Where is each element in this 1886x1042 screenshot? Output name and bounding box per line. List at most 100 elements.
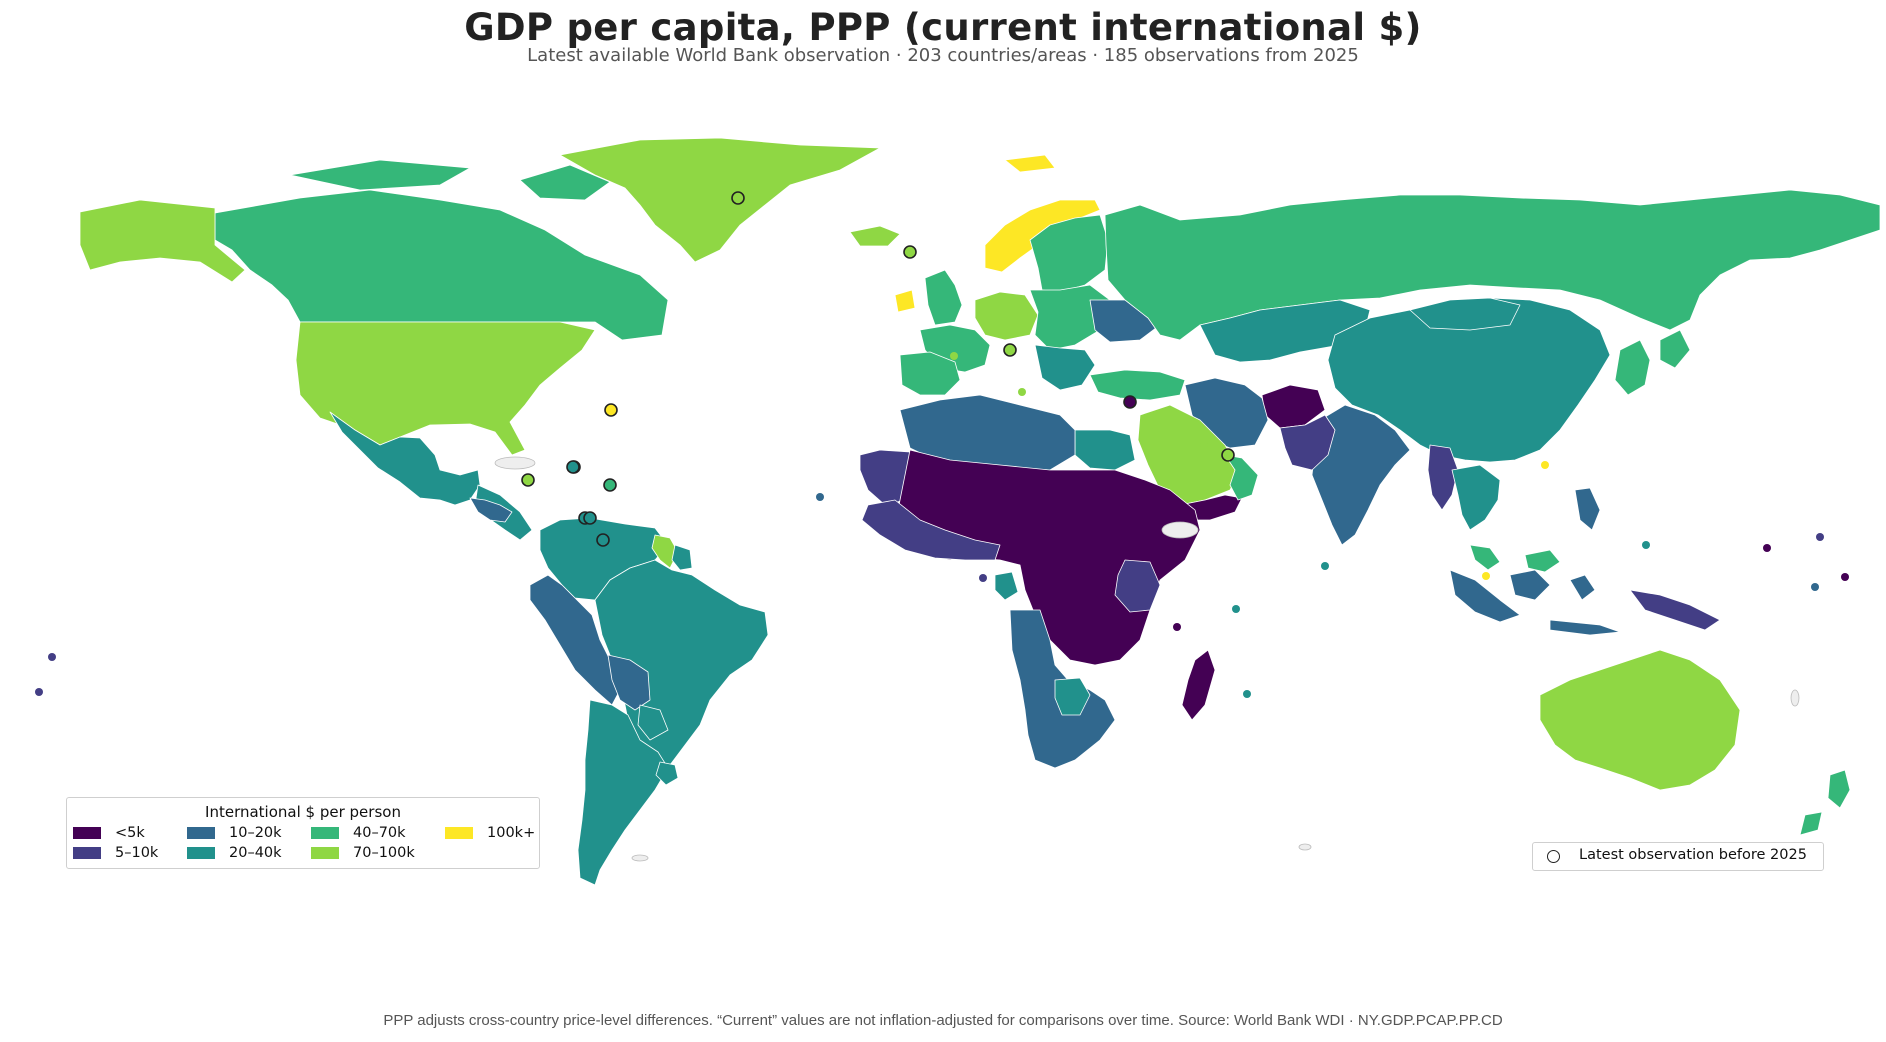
region-gabon [994,571,1019,601]
island-dot [816,493,824,501]
legend-swatch [187,827,215,839]
region-united-states [295,321,596,456]
legend-item-lt5k: <5k [73,825,145,841]
region-myanmar [1427,444,1459,511]
no-data-area [1161,521,1199,539]
marker-syria-marker [1123,395,1137,409]
island-dot [35,688,43,696]
legend-item-100k-plus: 100k+ [445,825,535,841]
region-pakistan [1279,414,1336,471]
legend-label: 5–10k [115,845,159,861]
region-botswana [1054,677,1091,716]
region-indonesia [1449,569,1621,636]
no-data-area [494,456,536,470]
region-canada [214,159,669,341]
region-papua-new-guinea [1629,589,1721,631]
island-dot [1841,573,1849,581]
region-iberia [899,351,961,396]
small-island-dots [35,352,1849,862]
marker-bermuda-marker [604,403,618,417]
legend-label: 10–20k [229,825,282,841]
region-malaysia [1469,544,1561,573]
region-balkans [1034,344,1096,391]
region-oman-uae [1224,454,1259,501]
region-egypt [1074,429,1136,471]
region-guatemala-honduras [469,497,513,523]
marker-legend-label: Latest observation before 2025 [1579,847,1807,863]
pre-2025-markers [521,191,1235,547]
island-dot [1642,541,1650,549]
marker-british-virgin-islands-marker [603,478,617,492]
legend-swatch [73,847,101,859]
island-dot [950,352,958,360]
legend-label: <5k [115,825,145,841]
legend-swatch [311,847,339,859]
legend-swatch [187,847,215,859]
island-dot [1321,562,1329,570]
region-thailand-vietnam [1451,464,1501,531]
island-dot [979,574,987,582]
region-saudi-arabia [1137,404,1241,506]
region-suriname [671,544,693,571]
region-kenya-tanzania [1114,559,1161,613]
island-dot [1816,533,1824,541]
region-west-africa [861,499,1001,561]
island-dot [1763,544,1771,552]
region-norway [984,154,1101,273]
no-data-area [631,854,649,862]
island-dot [1173,623,1181,631]
map-title: GDP per capita, PPP (current internation… [464,6,1422,49]
island-dot [1232,605,1240,613]
island-dot [1811,583,1819,591]
legend-label: 100k+ [487,825,536,841]
region-guyana [651,534,679,569]
no-data-area [1298,843,1312,851]
marker-qatar-marker [1221,448,1235,462]
island-dot [1018,388,1026,396]
marker-legend-circle-icon [1547,850,1560,863]
region-japan-korea [1614,329,1691,396]
region-mexico [329,411,481,506]
legend-item-40-70k: 40–70k [311,825,406,841]
region-new-zealand [1799,769,1851,836]
island-dot [1482,572,1490,580]
marker-faroe-islands-marker [903,245,917,259]
color-legend: International $ per person <5k 5–10k 10–… [66,797,540,869]
marker-venezuela-marker [596,533,610,547]
footer-note: PPP adjusts cross-country price-level di… [383,1012,1503,1029]
no-data-area [1790,689,1800,707]
region-bolivia [607,654,651,711]
legend-label: 40–70k [353,825,406,841]
legend-label: 20–40k [229,845,282,861]
region-paraguay [637,704,669,741]
legend-label: 70–100k [353,845,415,861]
region-alaska-united-states [79,199,246,283]
region-greenland [559,137,881,263]
island-dot [1541,461,1549,469]
marker-puerto-rico-marker [566,460,580,474]
region-uruguay [655,761,679,786]
legend-item-70-100k: 70–100k [311,845,415,861]
legend-item-5-10k: 5–10k [73,845,158,861]
region-chile-argentina [577,699,669,886]
legend-item-10-20k: 10–20k [187,825,282,841]
region-madagascar [1181,649,1216,721]
island-dot [1200,441,1208,449]
map-subtitle: Latest available World Bank observation … [527,45,1359,66]
marker-greenland-marker [731,191,745,205]
legend-title: International $ per person [205,803,401,821]
region-ireland [894,289,916,313]
country-regions [79,137,1881,886]
region-turkey [1089,369,1186,401]
region-australia [1539,649,1741,791]
region-iceland [849,225,901,247]
region-philippines [1574,487,1601,531]
legend-item-20-40k: 20–40k [187,845,282,861]
region-united-kingdom [924,269,963,326]
legend-swatch [73,827,101,839]
region-germany-benelux [974,291,1039,341]
region-sweden-finland [1029,214,1109,293]
region-mongolia [1409,297,1521,331]
marker-legend: Latest observation before 2025 [1532,842,1824,871]
